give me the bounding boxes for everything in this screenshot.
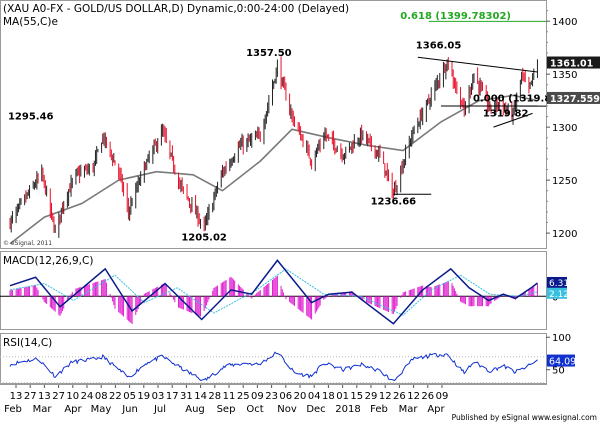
price-annotation: 0.000 (1319.82) [473,94,563,105]
chart-title: (XAU A0-FX - GOLD/US DOLLAR,D) Dynamic,0… [3,3,349,15]
time-axis-day-label: 09 [436,391,449,402]
macd-signal-line [9,268,538,316]
time-axis-day-label: 19 [137,391,150,402]
price-axis-label: 1400 [552,17,577,28]
price-axis-label: 1250 [552,176,577,187]
rsi-axis-label: 100 [552,333,571,344]
time-axis-day-label: 31 [180,391,193,402]
time-axis-month-label: Jun [121,404,138,415]
signal-value-box [547,287,567,299]
time-axis: 13 27 13 27 10 24 08 22 05 19 03 17 31 14 28 11 25 09 23 06… [0,384,547,415]
time-axis-month-label: 2018 [335,404,360,415]
time-axis-day-label: 15 [350,391,363,402]
signal-value-label: 2.12 [549,290,569,300]
price-panel-frame [0,0,547,249]
macd-layer: MACD(12,26,9,C)06.312.12 [0,255,569,325]
time-axis-month-label: May [91,404,112,415]
time-axis-month-label: Mar [399,404,419,415]
ma-label: MA(55,C)e [3,16,58,28]
time-axis-month-label: Jul [153,404,166,415]
price-axis-label: 1200 [552,229,577,240]
time-axis-day-label: 14 [194,391,207,402]
time-axis-day-label: 29 [365,391,378,402]
time-axis-day-label: 27 [52,391,65,402]
rsi-axis-label: 50 [552,366,565,377]
price-annotation: 1366.05 [416,41,462,52]
price-axis-label: 1300 [552,123,577,134]
upper-wedge-line [417,56,538,73]
time-axis-day-label: 22 [109,391,122,402]
time-axis-month-label: Sep [217,404,236,415]
time-axis-day-label: 08 [95,391,108,402]
time-axis-day-label: 12 [379,391,392,402]
price-bars-layer [9,56,538,238]
macd-panel-frame [0,251,547,330]
macd-value-label: 6.31 [549,279,569,289]
time-axis-day-label: 04 [308,391,321,402]
last-price-label-box [547,56,600,69]
moving-average-layer [9,94,538,245]
time-axis-month-label: Apr [427,404,445,415]
rsi-panel-frame [0,333,547,384]
ma-value-label-box [547,91,600,104]
price-annotation: 1295.46 [8,112,54,123]
time-axis-day-label: 13 [10,391,23,402]
rsi-value-label: 64.09 [549,357,576,368]
last-price-label: 1361.01 [550,59,593,70]
ma-value-label: 1327.55995 [550,94,600,105]
price-annotation: 1357.50 [246,48,292,59]
time-axis-day-label: 10 [66,391,79,402]
time-axis-day-label: 20 [294,391,307,402]
time-axis-month-label: Feb [4,404,22,415]
time-axis-day-label: 11 [223,391,236,402]
time-axis-month-label: Dec [306,404,325,415]
time-axis-day-label: 06 [279,391,292,402]
time-axis-month-label: Aug [185,404,205,415]
rsi-line [9,351,538,382]
lower-wedge-line [493,112,533,128]
price-annotation: 1205.02 [181,233,227,244]
time-axis-day-label: 01 [336,391,349,402]
time-axis-day-label: 27 [24,391,37,402]
time-axis-day-label: 28 [208,391,221,402]
time-axis-day-label: 23 [265,391,278,402]
rsi-layer: RSI(14,C) 50 100 64.09 [0,333,576,384]
time-axis-day-label: 26 [421,391,434,402]
time-axis-month-label: Mar [33,404,53,415]
macd-title: MACD(12,26,9,C) [3,255,93,267]
time-axis-day-label: 24 [81,391,94,402]
time-axis-day-label: 03 [152,391,165,402]
time-axis-month-label: Oct [246,404,263,415]
time-axis-month-label: Nov [277,404,297,415]
price-axis: 1200 1250 1300 1350 1400 1361.01 1327.55995 [546,10,600,240]
time-axis-month-label: Feb [370,404,388,415]
time-axis-day-label: 26 [393,391,406,402]
time-axis-day-label: 13 [38,391,51,402]
time-axis-day-label: 25 [237,391,250,402]
rsi-value-box [547,354,575,367]
time-axis-day-label: 12 [407,391,420,402]
time-axis-day-label: 17 [166,391,179,402]
copyright-text: © eSignal, 2011 [3,240,52,247]
price-annotation: 1236.66 [371,196,417,207]
time-axis-month-label: Apr [64,404,82,415]
time-axis-day-label: 09 [251,391,264,402]
trend-lines-layer [393,20,546,195]
rsi-title: RSI(14,C) [3,337,52,349]
price-axis-label: 1350 [552,70,577,81]
ma55-line [9,94,538,245]
price-annotation: 0.618 (1399.78302) [400,11,511,22]
macd-value-box [547,276,567,288]
time-axis-day-label: 18 [322,391,335,402]
annotations-layer: 1295.46 1357.50 1366.05 1236.66 1205.02 1319.… [8,11,563,243]
price-annotation: 1319.82 [483,109,529,120]
footer-text: Published by eSignal www.esignal.com [452,413,597,422]
time-axis-day-label: 05 [123,391,136,402]
macd-line [9,259,538,325]
